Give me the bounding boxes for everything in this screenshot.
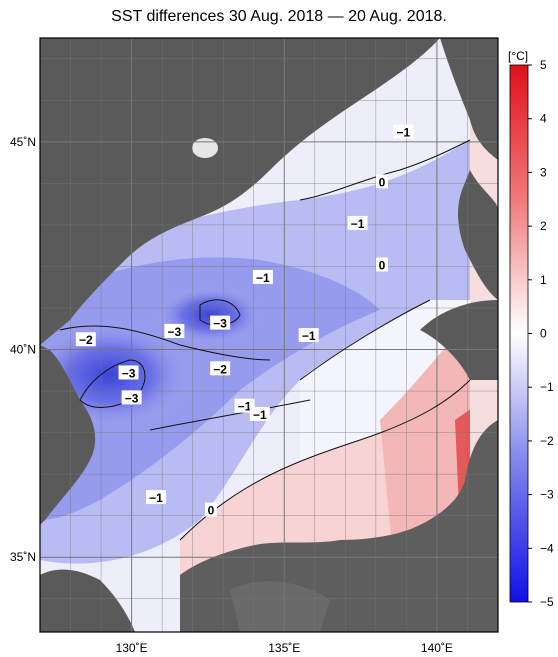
contour-label-text: −3 [125,391,139,405]
contour-label-box [375,174,388,189]
contour-label: −1 [146,490,167,505]
contour-label: −3 [121,390,142,405]
contour-label: −3 [210,315,231,331]
contour-label-box [146,490,167,505]
contour-label-box [234,398,255,413]
colorbar-tick-label: 5 [540,58,547,72]
colorbar-tick-label: −3 [540,488,554,502]
colorbar-scale [509,64,529,603]
contour-lines [59,139,471,541]
contour-label: −1 [234,398,255,414]
lat-label: 40˚N [10,343,36,357]
lon-label: 130˚E [116,641,148,655]
contour-label-text: −1 [302,329,316,343]
contour-label-box [393,124,414,139]
contour-label-text: 0 [379,258,386,272]
colorbar-tick-label: 0 [540,327,547,341]
colorbar-unit: [°C] [508,49,528,63]
contour-label-text: 0 [208,504,215,518]
colorbar-tick-label: 1 [540,273,547,287]
colorbar-ticks: 5 4 3 2 1 0 −1 −2 −3 −4 −5 [528,58,554,609]
contour-label-box [204,502,217,517]
contour-label-box [210,361,231,376]
contour-label: −3 [164,323,185,339]
contour-label-box [210,315,231,330]
contour-label-box [249,407,270,421]
graticule [40,38,498,632]
contour-label: −1 [249,407,270,422]
contour-label-text: −1 [397,126,411,140]
contour-label-text: −1 [351,217,365,231]
contour-label: 0 [204,502,217,518]
colorbar-tick-label: 2 [540,219,547,233]
map-title: SST differences 30 Aug. 2018 — 20 Aug. 2… [111,8,447,25]
contour-label-box [252,269,273,284]
axis-labels: 45˚N 40˚N 35˚N 130˚E 135˚E 140˚E [10,135,453,655]
colorbar-tick-label: 3 [540,165,547,179]
contour-label-box [164,323,185,338]
contour-label: −3 [118,365,139,380]
contour-label-text: −1 [238,400,252,414]
colorbar-tick-label: 4 [540,112,547,126]
contour-label: −1 [393,124,414,140]
contour-label-box [347,215,368,230]
contour-label: −2 [210,361,231,376]
contour-label-text: −2 [79,333,93,347]
lon-label: 140˚E [421,641,453,655]
land [40,38,498,632]
contour-label-box [75,332,96,347]
contour-label-text: −3 [122,366,136,380]
contour-label-text: −1 [149,491,163,505]
contour-label-box [121,390,142,405]
colorbar-tick-label: −1 [540,380,554,394]
contour-label-text: −1 [256,271,270,285]
contour-label-text: −3 [213,317,227,331]
contour-label: −1 [347,215,368,231]
contour-label-box [298,328,319,343]
contour-label: −1 [252,269,273,285]
contour-label-text: −2 [213,362,227,376]
map-frame [39,37,499,633]
colorbar-tick-label: −2 [540,434,554,448]
contour-label-text: −3 [168,325,182,339]
contour-label: 0 [375,257,388,272]
lat-label: 45˚N [10,135,36,149]
contour-label-box [375,257,388,272]
lon-label: 135˚E [268,641,300,655]
contour-label: 0 [375,174,388,189]
colorbar-tick-label: −4 [540,541,554,555]
contour-label: −1 [298,328,319,343]
contour-label-box [118,365,139,380]
colorbar-tick-label: −5 [540,595,554,609]
lat-label: 35˚N [10,550,36,564]
colorbar: [°C] 5 4 3 2 1 0 −1 −2 −3 −4 −5 [508,49,554,609]
contour-label: −2 [75,332,96,347]
contour-label-text: −1 [253,408,267,422]
contour-label-text: 0 [379,175,386,189]
